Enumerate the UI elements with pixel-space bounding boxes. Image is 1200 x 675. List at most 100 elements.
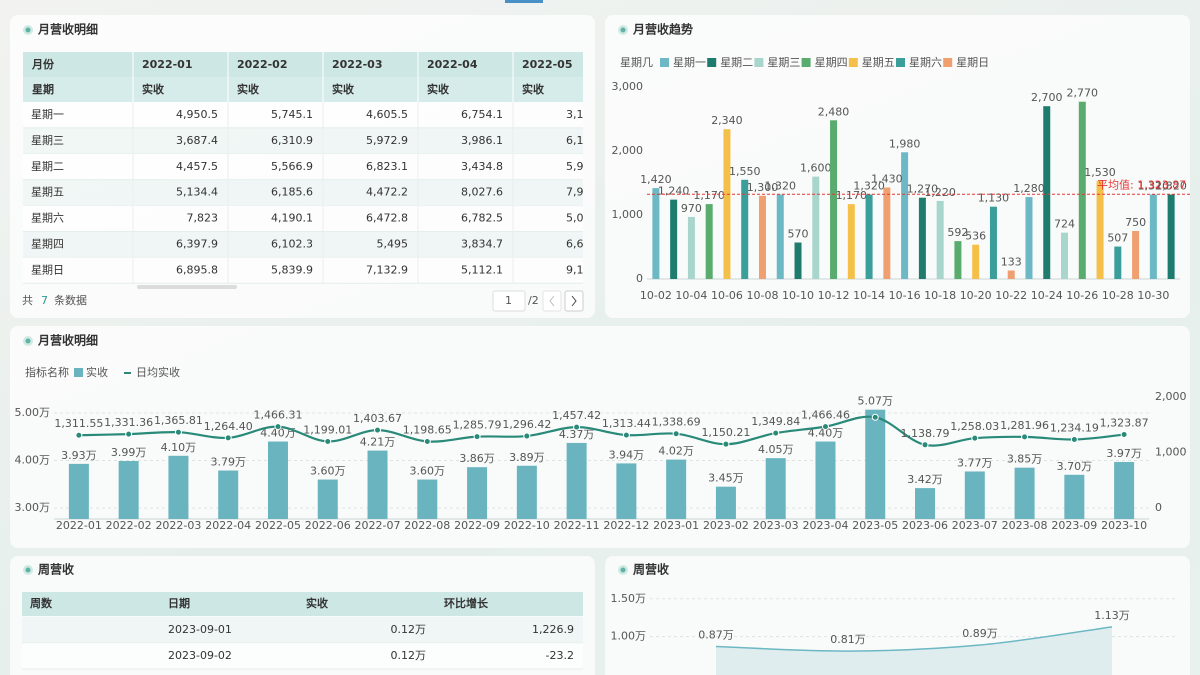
header-cell: 实收 — [427, 82, 449, 96]
x-tick-label: 2023-03 — [753, 519, 799, 532]
point — [324, 437, 332, 445]
table-cell: 6,60 — [566, 238, 591, 251]
bar — [267, 441, 288, 519]
table-cell: 6,782.5 — [461, 212, 503, 225]
bar — [467, 467, 488, 519]
data-label: 3.60万 — [310, 465, 346, 478]
bar — [417, 479, 438, 519]
table-cell: 5,06 — [566, 212, 591, 225]
x-tick-label: 2022-02 — [106, 519, 152, 532]
data-label: 4.10万 — [161, 441, 197, 454]
point — [772, 429, 780, 437]
y-tick-label: 1,000 — [612, 208, 644, 221]
legend-swatch — [707, 58, 717, 67]
bar — [687, 216, 695, 279]
y2-tick-label: 0 — [1155, 501, 1162, 514]
data-label: 724 — [1054, 218, 1075, 231]
bar — [367, 450, 388, 519]
page-input[interactable] — [492, 290, 526, 312]
bar — [1114, 461, 1135, 519]
bar — [1078, 101, 1086, 279]
legend-label: 星期六 — [909, 56, 942, 69]
table-row — [23, 153, 583, 180]
data-label: 1,466.31 — [253, 409, 302, 422]
x-tick-label: 2022-03 — [155, 519, 201, 532]
bar — [118, 461, 139, 519]
legend-swatch — [943, 58, 953, 67]
table-row — [22, 643, 583, 669]
data-label: 1,420 — [640, 173, 672, 186]
legend-label: 星期一 — [673, 56, 706, 69]
table-cell: -23.2 — [546, 649, 574, 662]
legend-title: 星期几 — [620, 56, 653, 69]
x-tick-label: 2022-08 — [404, 519, 450, 532]
x-tick-label: 10-02 — [640, 289, 672, 302]
table-cell: 4,472.2 — [366, 186, 408, 199]
data-label: 2,480 — [818, 105, 850, 118]
legend-title: 指标名称 — [25, 365, 69, 379]
bar — [616, 463, 637, 519]
data-label: 1,365.81 — [154, 414, 203, 427]
x-tick-label: 2022-10 — [504, 519, 550, 532]
chart: 0 1,000 2,000 3,000 10-02 10-04 10-06 10-08 10-1… — [612, 56, 1190, 302]
data-label: 1,313.44 — [602, 417, 651, 430]
table-row — [23, 257, 583, 284]
table-cell: 7,823 — [187, 212, 219, 225]
x-tick-label: 2023-09 — [1051, 519, 1097, 532]
table-row — [23, 179, 583, 206]
table-cell: 6,102.3 — [271, 238, 313, 251]
prev-page[interactable] — [542, 290, 562, 312]
y-tick-label: 2,000 — [612, 144, 644, 157]
y-tick-label: 1.00万 — [611, 630, 647, 643]
table-cell: 5,134.4 — [176, 186, 218, 199]
data-label: 2,700 — [1031, 91, 1063, 104]
data-label: 2,340 — [711, 114, 743, 127]
bar — [847, 204, 855, 279]
bar — [1149, 194, 1157, 279]
y-tick-label: 5.00万 — [15, 406, 51, 419]
data-label: 1,430 — [871, 172, 903, 185]
data-label: 1,403.67 — [353, 412, 402, 425]
data-label: 3.60万 — [410, 465, 446, 478]
legend-swatch — [754, 58, 764, 67]
header-cell: 星期 — [32, 82, 54, 96]
point — [423, 437, 431, 445]
table-cell: 6,397.9 — [176, 238, 218, 251]
data-label: 1,466.46 — [801, 409, 850, 422]
bar — [317, 479, 338, 519]
data-label: 1,198.65 — [403, 423, 452, 436]
header-cell: 实收 — [142, 82, 164, 96]
point — [722, 440, 730, 448]
table-cell: 6,16 — [566, 134, 591, 147]
x-tick-label: 2023-08 — [1002, 519, 1048, 532]
bar — [1167, 194, 1175, 279]
table-cell: 5,495 — [377, 238, 409, 251]
header-cell: 日期 — [168, 596, 190, 610]
table-cell: 5,972.9 — [366, 134, 408, 147]
scrollbar[interactable] — [137, 285, 237, 289]
data-label: 1,349.84 — [751, 415, 800, 428]
y-tick-label: 1.50万 — [611, 592, 647, 605]
x-tick-label: 2022-09 — [454, 519, 500, 532]
tab-indicator — [505, 0, 543, 3]
data-label: 1,331.36 — [104, 416, 153, 429]
data-label: 1,258.03 — [950, 420, 999, 433]
bar — [915, 488, 936, 519]
bar — [1025, 197, 1033, 279]
bar — [776, 194, 784, 279]
bar — [1132, 231, 1140, 279]
table-cell: 6,310.9 — [271, 134, 313, 147]
panel-title: 周营收 — [633, 562, 669, 577]
table-cell: 星期三 — [31, 134, 64, 147]
data-label: 1,150.21 — [701, 426, 750, 439]
table-cell: 3,687.4 — [176, 134, 218, 147]
legend-swatch — [848, 58, 858, 67]
bar — [566, 442, 587, 519]
point — [174, 428, 182, 436]
y-tick-label: 3,000 — [612, 80, 644, 93]
x-tick-label: 10-18 — [924, 289, 956, 302]
next-page[interactable] — [564, 290, 584, 312]
table-cell: 星期六 — [31, 212, 64, 225]
data-label: 0.81万 — [830, 633, 866, 646]
